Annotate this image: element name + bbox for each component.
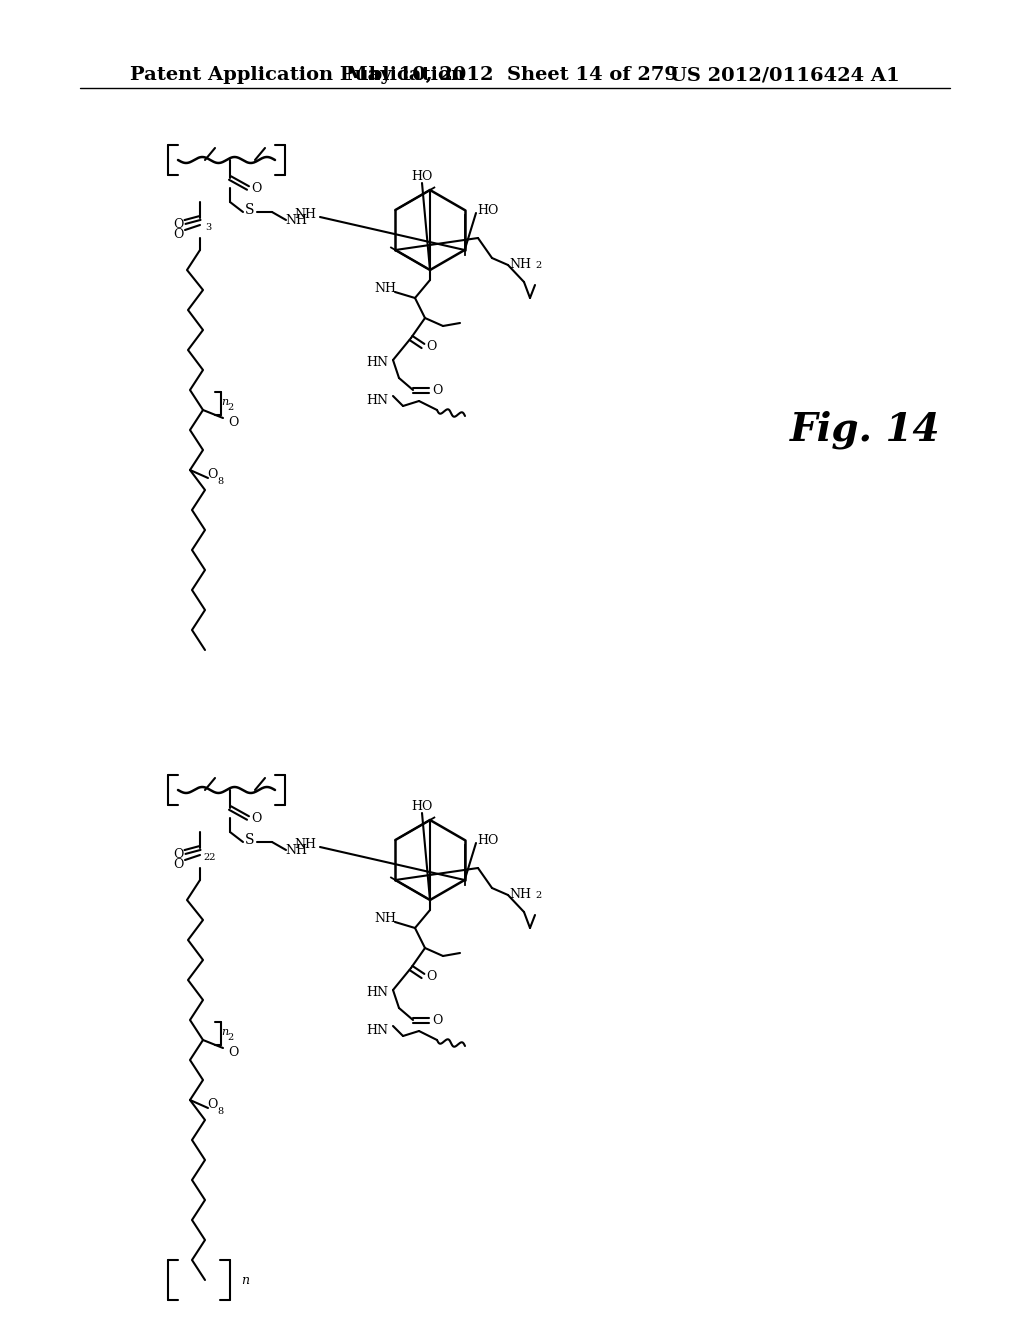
Text: HO: HO — [412, 169, 433, 182]
Text: O: O — [173, 849, 183, 862]
Text: O: O — [426, 339, 436, 352]
Text: O: O — [173, 227, 183, 240]
Text: O: O — [426, 969, 436, 982]
Text: HO: HO — [477, 203, 499, 216]
Text: NH: NH — [374, 912, 396, 924]
Text: n: n — [221, 1027, 228, 1038]
Text: HN: HN — [366, 986, 388, 999]
Text: NH: NH — [294, 209, 316, 222]
Text: NH: NH — [285, 214, 307, 227]
Text: n: n — [221, 397, 228, 407]
Text: May 10, 2012  Sheet 14 of 279: May 10, 2012 Sheet 14 of 279 — [346, 66, 678, 84]
Text: NH: NH — [285, 843, 307, 857]
Text: O: O — [227, 1045, 239, 1059]
Text: 8: 8 — [217, 478, 223, 487]
Text: O: O — [207, 1098, 217, 1111]
Text: O: O — [251, 181, 261, 194]
Text: 3: 3 — [205, 223, 211, 232]
Text: 8: 8 — [217, 1107, 223, 1117]
Text: US 2012/0116424 A1: US 2012/0116424 A1 — [671, 66, 900, 84]
Text: n: n — [241, 1274, 249, 1287]
Text: 2: 2 — [535, 260, 541, 269]
Text: NH: NH — [509, 259, 531, 272]
Text: O: O — [227, 416, 239, 429]
Text: HN: HN — [366, 356, 388, 370]
Text: O: O — [207, 469, 217, 482]
Text: O: O — [432, 1014, 442, 1027]
Text: Fig. 14: Fig. 14 — [790, 411, 940, 449]
Text: S: S — [246, 833, 255, 847]
Text: HN: HN — [366, 1023, 388, 1036]
Text: HO: HO — [412, 800, 433, 813]
Text: HN: HN — [366, 393, 388, 407]
Text: 2: 2 — [228, 1034, 234, 1043]
Text: HO: HO — [477, 833, 499, 846]
Text: 22: 22 — [204, 854, 216, 862]
Text: NH: NH — [374, 281, 396, 294]
Text: Patent Application Publication: Patent Application Publication — [130, 66, 465, 84]
Text: 2: 2 — [535, 891, 541, 899]
Text: NH: NH — [509, 888, 531, 902]
Text: O: O — [173, 219, 183, 231]
Text: 2: 2 — [228, 404, 234, 412]
Text: O: O — [251, 812, 261, 825]
Text: O: O — [432, 384, 442, 396]
Text: S: S — [246, 203, 255, 216]
Text: NH: NH — [294, 838, 316, 851]
Text: O: O — [173, 858, 183, 870]
